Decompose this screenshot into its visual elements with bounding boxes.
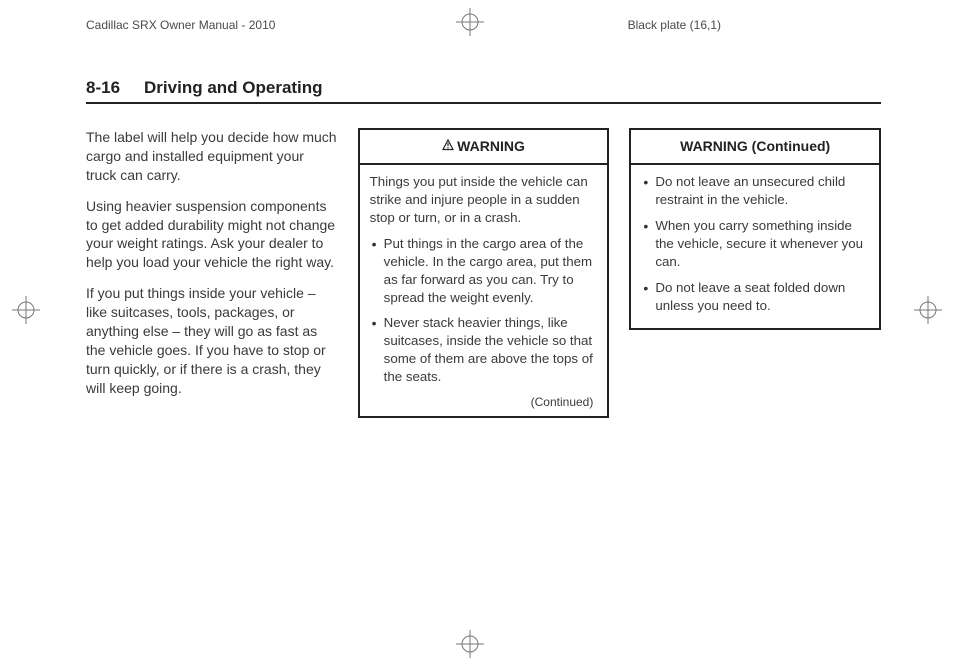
running-header-left: Cadillac SRX Owner Manual - 2010 <box>86 18 275 32</box>
warning-continued-body: Do not leave an unsecured child restrain… <box>631 165 879 329</box>
registration-mark-left-icon <box>12 296 40 324</box>
section-number: 8-16 <box>86 78 120 97</box>
content-area: 8-16 Driving and Operating The label will… <box>86 78 881 418</box>
registration-mark-bottom-icon <box>456 630 484 658</box>
registration-mark-right-icon <box>914 296 942 324</box>
warning-body: Things you put inside the vehicle can st… <box>360 165 608 417</box>
page: Cadillac SRX Owner Manual - 2010 Black p… <box>0 0 954 668</box>
body-paragraph: If you put things inside your vehicle – … <box>86 284 338 397</box>
warning-title-text: WARNING <box>457 138 525 154</box>
warning-continued-label: (Continued) <box>370 394 598 410</box>
column-2: WARNING Things you put inside the vehicl… <box>358 128 610 418</box>
warning-bullet: Do not leave an unsecured child restrain… <box>641 173 869 209</box>
registration-mark-top-icon <box>456 8 484 36</box>
warning-continued-list: Do not leave an unsecured child restrain… <box>641 173 869 315</box>
warning-title: WARNING <box>360 130 608 165</box>
section-header: 8-16 Driving and Operating <box>86 78 881 104</box>
columns: The label will help you decide how much … <box>86 128 881 418</box>
warning-bullet: Put things in the cargo area of the vehi… <box>370 235 598 307</box>
warning-bullet: Never stack heavier things, like suitcas… <box>370 314 598 386</box>
column-1: The label will help you decide how much … <box>86 128 338 418</box>
body-paragraph: Using heavier suspension components to g… <box>86 197 338 273</box>
warning-intro: Things you put inside the vehicle can st… <box>370 173 598 227</box>
column-3: WARNING (Continued) Do not leave an unse… <box>629 128 881 418</box>
section-title: Driving and Operating <box>144 78 323 97</box>
warning-triangle-icon <box>442 138 454 156</box>
warning-bullet: When you carry something inside the vehi… <box>641 217 869 271</box>
warning-continued-title-text: WARNING (Continued) <box>680 138 830 154</box>
warning-continued-title: WARNING (Continued) <box>631 130 879 165</box>
warning-bullet: Do not leave a seat folded down unless y… <box>641 279 869 315</box>
running-header-right: Black plate (16,1) <box>628 18 721 32</box>
body-paragraph: The label will help you decide how much … <box>86 128 338 185</box>
warning-continued-box: WARNING (Continued) Do not leave an unse… <box>629 128 881 330</box>
warning-list: Put things in the cargo area of the vehi… <box>370 235 598 387</box>
warning-box: WARNING Things you put inside the vehicl… <box>358 128 610 418</box>
